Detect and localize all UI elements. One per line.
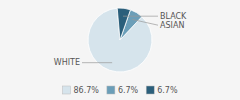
leader-line [132, 19, 158, 25]
leader-line [123, 16, 158, 17]
chart: WHITE ASIANBLACK 86.7% 6.7% 6.7% [0, 0, 240, 100]
legend-label: 6.7% [118, 86, 139, 95]
legend-label: 6.7% [157, 86, 178, 95]
slice-label: ASIAN [160, 21, 184, 30]
legend: 86.7% 6.7% 6.7% [62, 86, 177, 95]
legend-label: 86.7% [73, 86, 99, 95]
slice-label: BLACK [160, 12, 187, 21]
legend-swatch [107, 86, 115, 94]
pie-slice [117, 8, 130, 40]
legend-swatch [146, 86, 154, 94]
leader-line [82, 62, 112, 63]
background [0, 0, 240, 100]
slice-labels: WHITE ASIANBLACK [54, 12, 187, 67]
legend-swatch [62, 86, 70, 94]
slice-label: WHITE [54, 58, 80, 67]
